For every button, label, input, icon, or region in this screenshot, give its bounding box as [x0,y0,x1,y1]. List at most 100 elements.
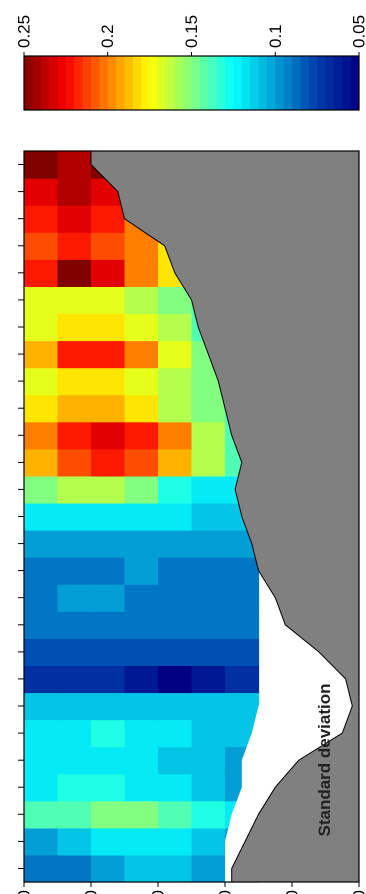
heatmap-cell [91,827,126,856]
heatmap-cell [225,665,260,694]
colorbar-segment [65,56,75,110]
colorbar-segment [283,56,293,110]
colorbar-segment [191,56,201,110]
heatmap-cell [158,313,193,342]
colorbar-segment [208,56,218,110]
heatmap-cell [57,178,92,206]
heatmap-cell [24,340,59,369]
colorbar-segment [158,56,167,110]
heatmap-cell [158,340,193,369]
heatmap-cell [124,746,159,775]
heatmap-cell [57,286,92,315]
heatmap-cell [158,584,193,612]
heatmap-cell [225,557,260,585]
heatmap-cell [24,232,59,260]
heatmap-cell [24,475,59,504]
colorbar-segment [149,56,159,110]
land-region [90,150,360,883]
heatmap-cell [225,611,260,639]
heatmap-cell [57,394,92,423]
heatmap-cell [24,584,59,612]
heatmap-cell [158,475,193,504]
heatmap-cell [158,827,193,856]
heatmap-cell [124,584,159,612]
depth-axis-labels: 0 20 40 60 80 100 [15,882,366,894]
heatmap-cell [191,611,226,639]
colorbar-segment [183,56,193,110]
heatmap-cell [158,854,193,883]
heatmap-cell [124,367,159,396]
heatmap-cell [225,692,260,721]
heatmap-cell [124,394,159,423]
heatmap-cell [91,611,126,639]
heatmap-cell [91,286,126,315]
heatmap-cell [191,854,226,883]
heatmap-cell [91,340,126,369]
colorbar-segment [116,56,126,110]
depth-tick-label: 20 [82,890,101,894]
heatmap-cell [57,340,92,369]
heatmap-cell [24,151,59,179]
colorbar-labels: 0.25 0.2 0.15 0.1 0.05 [15,15,366,56]
heatmap-cell [124,665,159,694]
colorbar-segment [325,56,335,110]
heatmap-cell [91,800,126,829]
colorbar-segment [40,56,50,110]
colorbar-segment [24,56,33,110]
heatmap-cell [24,773,59,802]
heatmap-cell [24,611,59,639]
heatmap-cell [91,475,126,504]
heatmap-cell [124,854,159,883]
heatmap-cell [24,557,59,585]
heatmap-cell [57,800,92,829]
heatmap-cell [91,502,126,531]
colorbar-segment [216,56,226,110]
colorbar-segment [300,56,310,110]
heatmap-cell [24,827,59,856]
heatmap-cell [191,827,226,856]
heatmap-cell [91,394,126,423]
heatmap-cell [24,367,59,396]
depth-tick-label: 100 [350,890,366,894]
heatmap-cell [124,773,159,802]
heatmap-cell [158,530,193,558]
colorbar-segment [333,56,343,110]
colorbar-segment [241,56,251,110]
heatmap-cell [24,665,59,694]
depth-tick-label: 40 [149,890,168,894]
heatmap-cell [124,313,159,342]
heatmap-cell [24,178,59,206]
heatmap-cell [24,205,59,233]
colorbar-segment [141,56,151,110]
heatmap-cell [24,854,59,883]
colorbar-segment [258,56,268,110]
heatmap-cell [124,502,159,531]
colorbar-segment [82,56,92,110]
colorbar-segment [107,56,117,110]
heatmap-cell [91,530,126,558]
heatmap-cell [124,827,159,856]
heatmap-cell [124,475,159,504]
heatmap-cell [124,530,159,558]
heatmap-cell [225,584,260,612]
heatmap-cell [158,638,193,666]
heatmap-cell [57,557,92,585]
colorbar-segment [166,56,176,110]
heatmap-cell [57,421,92,450]
depth-tick-label: 60 [216,890,235,894]
colorbar-cells [24,56,360,110]
heatmap-cell [57,151,92,179]
heatmap-cell [191,530,226,558]
colorbar-segment [342,56,352,110]
heatmap-cell [91,259,126,287]
heatmap-cell [24,746,59,775]
heatmap-cell [57,854,92,883]
heatmap-plot: 0 20 40 60 80 100 Standard deviation [15,150,366,894]
heatmap-cell [57,719,92,748]
heatmap-cell [24,448,59,477]
heatmap-cell [24,259,59,287]
colorbar-tick-label: 0.1 [266,24,285,48]
depth-tick-label: 80 [283,890,302,894]
heatmap-cell [91,367,126,396]
